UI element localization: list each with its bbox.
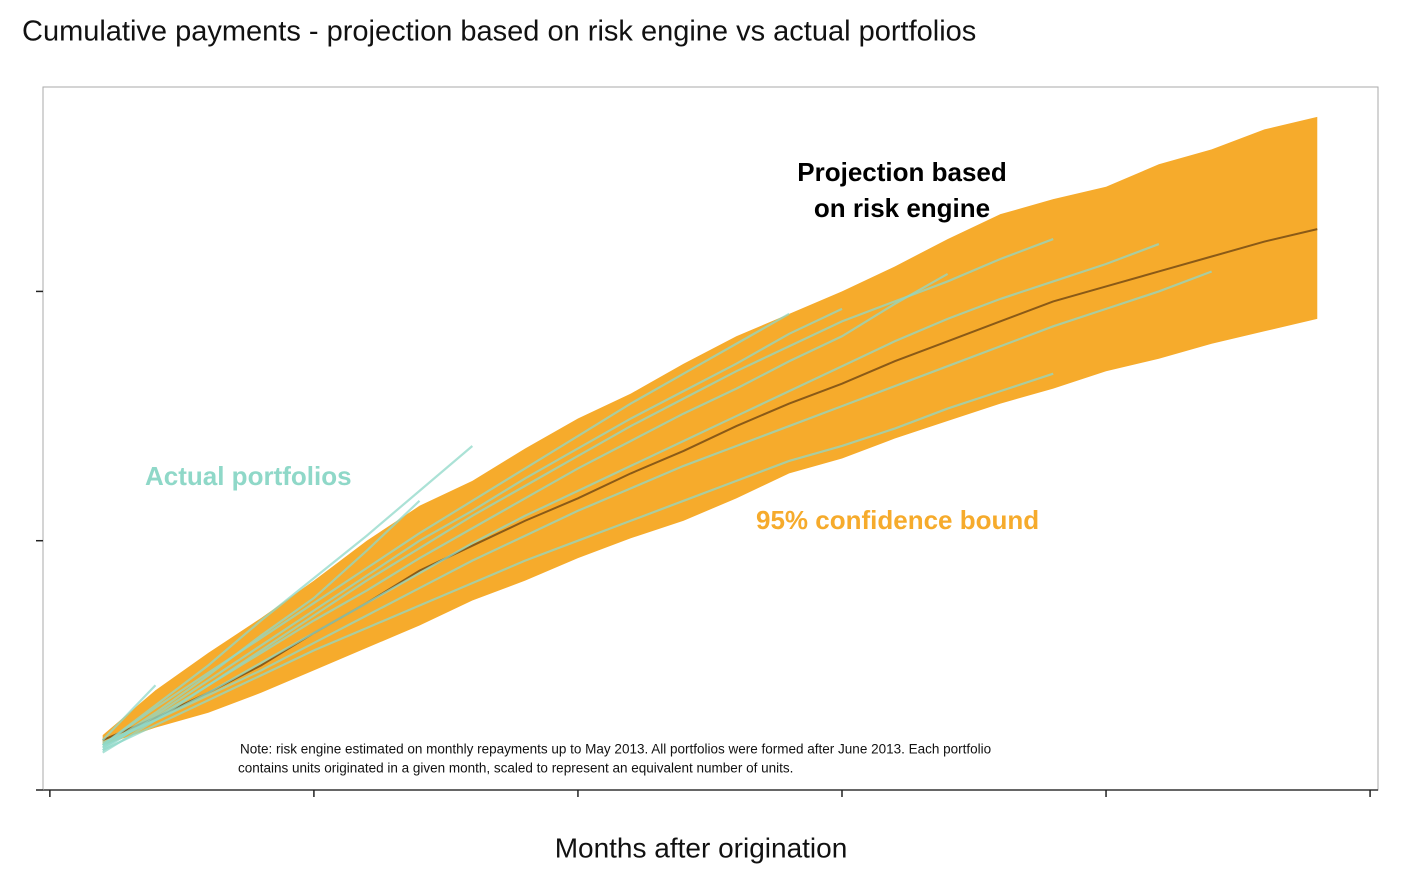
band-annotation: 95% confidence bound bbox=[756, 505, 1039, 535]
projection-annotation: on risk engine bbox=[814, 193, 990, 223]
portfolio-line bbox=[102, 445, 474, 747]
chart-title: Cumulative payments - projection based o… bbox=[22, 16, 976, 48]
note: contains units originated in a given mon… bbox=[238, 761, 793, 776]
x-axis-label: Months after origination bbox=[555, 832, 848, 863]
portfolio-line bbox=[102, 238, 1054, 754]
note: Note: risk engine estimated on monthly r… bbox=[240, 742, 991, 757]
portfolio-line bbox=[102, 500, 421, 749]
portfolio-line bbox=[102, 312, 790, 747]
portfolio-line bbox=[102, 243, 1160, 747]
portfolios-annotation: Actual portfolios bbox=[145, 461, 352, 491]
confidence-band bbox=[102, 116, 1318, 746]
portfolio-line bbox=[102, 372, 1054, 752]
portfolio-line bbox=[102, 307, 843, 752]
portfolio-line bbox=[102, 270, 1213, 744]
portfolio-line bbox=[101, 684, 157, 741]
projection-annotation: Projection based bbox=[797, 157, 1007, 187]
portfolio-line bbox=[102, 273, 949, 749]
